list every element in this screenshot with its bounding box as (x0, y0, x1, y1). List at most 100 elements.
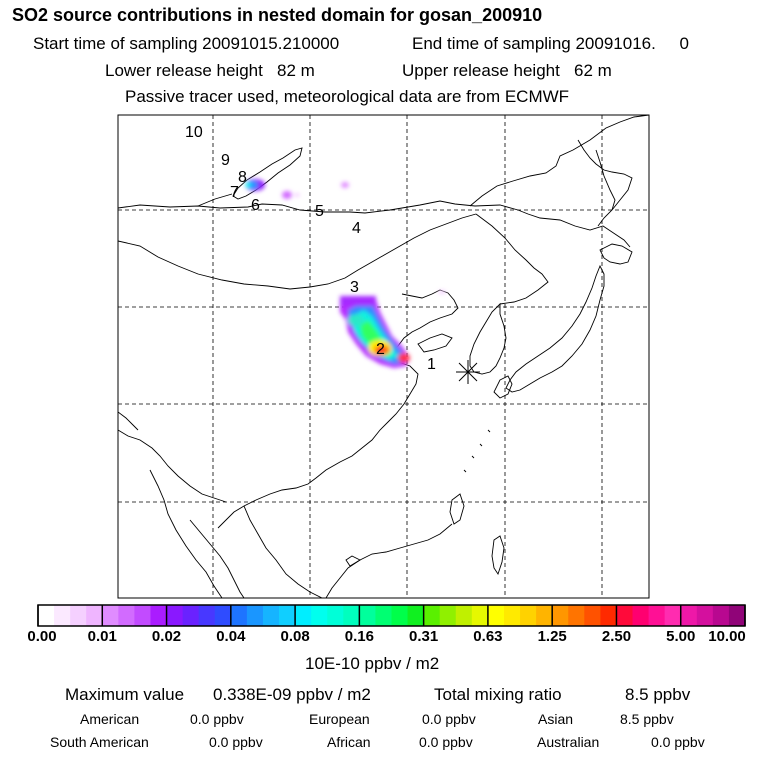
colorbar-cell (680, 605, 698, 626)
start-time: Start time of sampling 20091015.210000 (33, 34, 340, 53)
colorbar-cell (262, 605, 280, 626)
region-south-american-name: South American (50, 734, 149, 750)
colorbar-cell (568, 605, 585, 626)
tracer-note: Passive tracer used, meteorological data… (125, 87, 570, 106)
colorbar-cell (246, 605, 264, 626)
colorbar-border (37, 604, 746, 627)
plume-top-purple (340, 296, 376, 306)
colorbar-cell (520, 605, 537, 626)
colorbar-cell (182, 605, 200, 626)
site-label-1: 1 (427, 356, 436, 373)
colorbar-cell (455, 605, 473, 626)
patch-pink-3 (294, 193, 300, 197)
map-border (117, 114, 650, 599)
region-asian-value: 8.5 ppbv (620, 711, 674, 727)
colorbar-cell (503, 605, 521, 626)
colorbar (37, 604, 746, 627)
patch-pink-1 (282, 191, 292, 199)
colorbar-tick-label: 0.31 (409, 628, 439, 645)
colorbar-cell (632, 605, 650, 626)
site-label-6: 6 (251, 197, 260, 214)
total-mixing-value: 8.5 ppbv (625, 685, 691, 704)
patch-baikal-cyan (245, 182, 251, 188)
colorbar-cell (54, 605, 71, 626)
colorbar-cell (471, 605, 489, 626)
plume-blob-north (348, 314, 364, 326)
colorbar-cell (295, 605, 312, 626)
colorbar-cell (327, 605, 344, 626)
colorbar-cell (70, 605, 87, 626)
region-african-name: African (327, 734, 371, 750)
site-label-5: 5 (315, 203, 324, 220)
colorbar-tick-label: 0.16 (344, 628, 374, 645)
site-label-2: 2 (376, 341, 385, 358)
upper-release-height: Upper release height 62 m (402, 61, 612, 80)
colorbar-cell (86, 605, 103, 626)
plume-field (245, 179, 446, 368)
region-european-value: 0.0 ppbv (422, 711, 476, 727)
region-south-american-value: 0.0 ppbv (209, 734, 263, 750)
site-labels: 1 2 3 4 5 6 7 8 9 10 (185, 124, 436, 373)
lower-release-height: Lower release height 82 m (105, 61, 315, 80)
colorbar-cell (343, 605, 360, 626)
colorbar-cell (214, 605, 232, 626)
colorbar-tick-label: 0.04 (216, 628, 246, 645)
colorbar-cell (536, 605, 553, 626)
colorbar-cell (166, 605, 184, 626)
colorbar-cell (616, 605, 634, 626)
region-australian-name: Australian (537, 734, 600, 750)
colorbar-cell (359, 605, 376, 626)
colorbar-tick-label: 0.01 (87, 628, 117, 645)
colorbar-cell (150, 605, 168, 626)
colorbar-cell (279, 605, 296, 626)
colorbar-cell (407, 605, 425, 626)
colorbar-cell (311, 605, 328, 626)
colorbar-tick-label: 5.00 (666, 628, 696, 645)
colorbar-cell (712, 605, 730, 626)
colorbar-tick-label: 0.02 (151, 628, 182, 645)
site-label-9: 9 (221, 152, 230, 169)
colorbar-cell (728, 605, 746, 626)
site-label-4: 4 (352, 220, 361, 237)
chart-title: SO2 source contributions in nested domai… (12, 5, 543, 25)
colorbar-cell (230, 605, 248, 626)
plume-blob-east (398, 353, 410, 363)
colorbar-cell (439, 605, 457, 626)
site-label-3: 3 (350, 279, 359, 296)
colorbar-cell (487, 605, 505, 626)
max-value-label: Maximum value (65, 685, 185, 704)
colorbar-cell (375, 605, 392, 626)
site-label-7: 7 (230, 184, 239, 201)
gosan-receptor-marker (456, 360, 480, 384)
patch-pink-4 (438, 290, 446, 294)
region-australian-value: 0.0 ppbv (651, 734, 705, 750)
colorbar-tick-label: 0.63 (473, 628, 503, 645)
colorbar-cell (198, 605, 216, 626)
site-label-10: 10 (185, 124, 203, 141)
region-american-value: 0.0 ppbv (190, 711, 244, 727)
colorbar-tick-label: 10.00 (708, 628, 746, 645)
patch-pink-2 (341, 182, 349, 188)
total-mixing-label: Total mixing ratio (434, 685, 562, 704)
colorbar-cell (664, 605, 682, 626)
region-european-name: European (309, 711, 370, 727)
colorbar-cell (134, 605, 151, 626)
colorbar-cell (648, 605, 666, 626)
plume-red (377, 347, 385, 353)
colorbar-tick-label: 0.08 (280, 628, 310, 645)
colorbar-cell (696, 605, 714, 626)
colorbar-tick-label: 0.00 (27, 628, 57, 645)
region-american-name: American (80, 711, 140, 727)
colorbar-cell (423, 605, 441, 626)
colorbar-tick-label: 2.50 (601, 628, 632, 645)
colorbar-cell (118, 605, 135, 626)
site-label-8: 8 (238, 169, 247, 186)
colorbar-tick-label: 1.25 (537, 628, 567, 645)
end-time: End time of sampling 20091016. 0 (412, 34, 689, 53)
colorbar-cell (38, 605, 55, 626)
colorbar-units: 10E-10 ppbv / m2 (305, 654, 440, 673)
colorbar-cell (102, 605, 119, 626)
colorbar-cell (600, 605, 617, 626)
colorbar-cell (391, 605, 409, 626)
colorbar-cell (584, 605, 601, 626)
